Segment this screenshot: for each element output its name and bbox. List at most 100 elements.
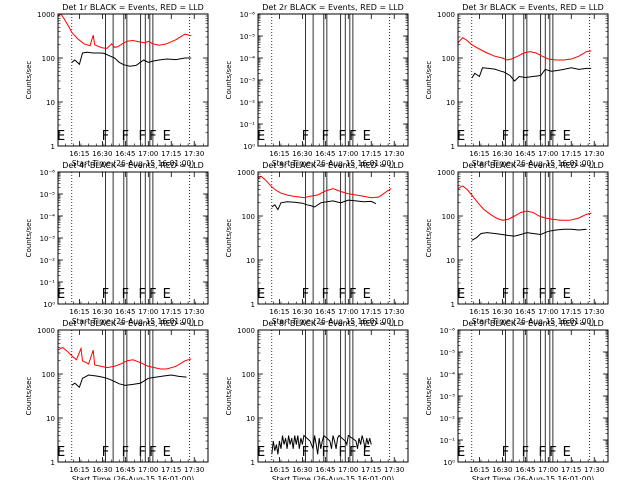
- y-tick-label: 10⁻²: [40, 257, 56, 265]
- y-tick-label: 10⁻⁴: [40, 213, 56, 221]
- chart-title: Det 7r BLACK = Events, RED = LLD: [62, 319, 204, 328]
- y-axis-label: Counts/sec: [25, 61, 33, 100]
- marker-e: E: [163, 287, 171, 302]
- x-tick-label: 17:00: [538, 466, 558, 474]
- marker-e: E: [363, 287, 371, 302]
- plot-frame: [57, 171, 209, 305]
- marker-f: F: [322, 129, 329, 144]
- y-tick-label: 10⁻⁵: [440, 349, 456, 357]
- y-tick-label: 10⁻³: [240, 77, 256, 85]
- marker-e: E: [363, 129, 371, 144]
- y-tick-label: 10⁰: [243, 143, 255, 151]
- x-tick-label: 16:45: [115, 466, 135, 474]
- y-tick-label: 100: [242, 213, 255, 221]
- y-tick-label: 10⁻⁶: [40, 169, 56, 177]
- y-tick-label: 1000: [237, 169, 255, 177]
- x-tick-label: 17:00: [138, 308, 158, 316]
- y-tick-label: 10⁻³: [440, 393, 456, 401]
- series-line-events: [71, 374, 187, 389]
- x-tick-label: 16:15: [269, 466, 289, 474]
- series-line-events: [471, 228, 587, 241]
- marker-f: F: [538, 445, 545, 460]
- marker-f: F: [549, 445, 556, 460]
- plot-frame: [257, 171, 409, 305]
- marker-f: F: [122, 287, 129, 302]
- y-axis-label: Counts/sec: [225, 377, 233, 416]
- y-axis-label: Counts/sec: [425, 61, 433, 100]
- chart-title: Det 1r BLACK = Events, RED = LLD: [62, 3, 204, 12]
- chart-title: Det 3r BLACK = Events, RED = LLD: [462, 3, 604, 12]
- marker-e: E: [163, 445, 171, 460]
- y-tick-label: 10⁻³: [40, 235, 56, 243]
- x-tick-label: 17:30: [584, 308, 604, 316]
- x-tick-label: 16:15: [69, 308, 89, 316]
- x-axis-label: Start Time (26-Aug-15 16:01:00): [272, 159, 394, 168]
- marker-f: F: [349, 287, 356, 302]
- y-tick-label: 10⁰: [43, 301, 55, 309]
- x-tick-label: 16:45: [115, 150, 135, 158]
- x-tick-label: 16:45: [515, 308, 535, 316]
- x-axis-label: Start Time (26-Aug-15 16:01:00): [72, 159, 194, 168]
- x-tick-label: 17:15: [161, 466, 181, 474]
- y-tick-label: 100: [242, 371, 255, 379]
- x-tick-label: 17:15: [161, 150, 181, 158]
- series-line-lld: [58, 346, 192, 370]
- y-tick-label: 1000: [37, 327, 55, 335]
- y-axis-label: Counts/sec: [225, 61, 233, 100]
- marker-f: F: [549, 129, 556, 144]
- x-tick-label: 17:30: [384, 150, 404, 158]
- marker-f: F: [322, 287, 329, 302]
- x-tick-label: 17:30: [184, 308, 204, 316]
- y-tick-label: 10⁻⁵: [40, 191, 56, 199]
- y-tick-label: 10: [246, 415, 255, 423]
- plot-frame: [57, 329, 209, 463]
- marker-f: F: [349, 445, 356, 460]
- y-axis-label: Counts/sec: [25, 377, 33, 416]
- x-tick-label: 16:30: [492, 150, 512, 158]
- y-tick-label: 10⁻⁴: [240, 55, 256, 63]
- x-tick-label: 16:15: [69, 150, 89, 158]
- plot-frame: [457, 13, 609, 147]
- y-axis-label: Counts/sec: [225, 219, 233, 258]
- marker-f: F: [522, 445, 529, 460]
- y-tick-label: 10⁻²: [240, 99, 256, 107]
- series-line-lld: [258, 175, 392, 199]
- x-tick-label: 17:15: [361, 466, 381, 474]
- y-tick-label: 10⁻¹: [40, 279, 56, 287]
- marker-f: F: [302, 445, 309, 460]
- x-tick-label: 16:30: [492, 466, 512, 474]
- x-tick-label: 16:15: [69, 466, 89, 474]
- marker-f: F: [338, 129, 345, 144]
- y-tick-label: 10⁻²: [440, 415, 456, 423]
- y-tick-label: 10⁻⁶: [440, 327, 456, 335]
- marker-e: E: [163, 129, 171, 144]
- marker-f: F: [322, 445, 329, 460]
- marker-f: F: [502, 445, 509, 460]
- x-tick-label: 16:45: [315, 308, 335, 316]
- marker-f: F: [302, 129, 309, 144]
- x-tick-label: 17:15: [561, 308, 581, 316]
- marker-e: E: [563, 129, 571, 144]
- marker-e: E: [57, 445, 65, 460]
- x-tick-label: 17:30: [184, 150, 204, 158]
- y-tick-label: 10: [446, 99, 455, 107]
- marker-e: E: [563, 287, 571, 302]
- x-axis-label: Start Time (26-Aug-15 16:01:00): [472, 317, 594, 326]
- marker-f: F: [149, 129, 156, 144]
- marker-f: F: [149, 287, 156, 302]
- x-tick-label: 16:15: [269, 150, 289, 158]
- y-tick-label: 100: [442, 55, 455, 63]
- x-tick-label: 17:30: [584, 150, 604, 158]
- y-tick-label: 1000: [37, 11, 55, 19]
- marker-e: E: [257, 129, 265, 144]
- chart-title: Det 2r BLACK = Events, RED = LLD: [262, 3, 404, 12]
- chart-title: Det 4r BLACK = Events, RED = LLD: [62, 161, 204, 170]
- marker-f: F: [122, 129, 129, 144]
- x-tick-label: 17:30: [384, 308, 404, 316]
- marker-f: F: [522, 129, 529, 144]
- y-axis-label: Counts/sec: [425, 377, 433, 416]
- marker-f: F: [338, 445, 345, 460]
